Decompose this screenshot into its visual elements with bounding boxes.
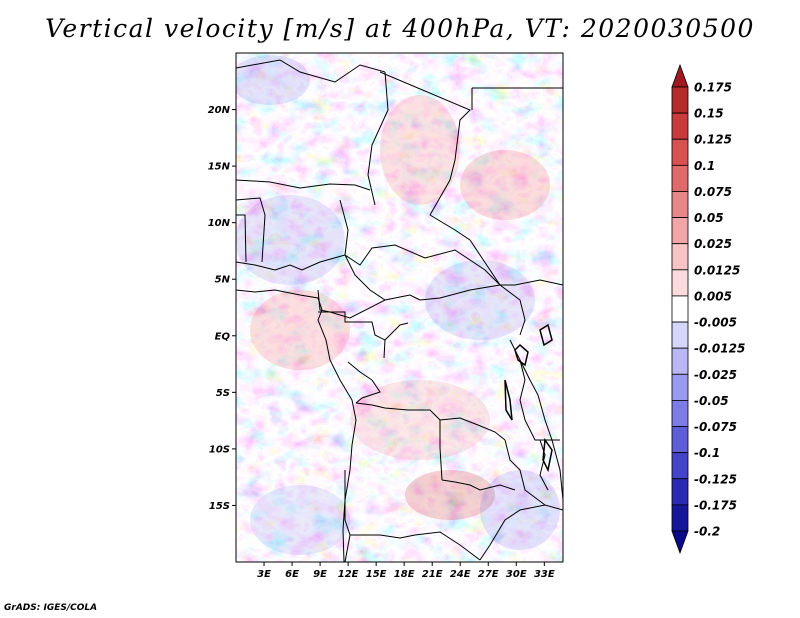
colorbar-swatch (671, 112, 689, 140)
colorbar-level-label: -0.05 (694, 394, 729, 408)
colorbar-swatch (671, 400, 689, 427)
colorbar-swatch (671, 191, 689, 218)
lat-tick-label: 10S (209, 444, 230, 455)
colorbar-level-label: 0.175 (694, 81, 732, 95)
colorbar-swatch (671, 478, 689, 506)
colorbar: 0.175 0.15 0.125 0.1 0.075 0.05 0.025 0.0125 0.0… (671, 63, 745, 555)
country-borders (236, 59, 563, 562)
colorbar-level-label: 0.005 (694, 289, 732, 303)
colorbar-swatch (671, 217, 689, 245)
lon-tick-label: 18E (394, 569, 415, 580)
colorbar-level-label: 0.125 (694, 133, 732, 147)
colorbar-bottom-arrow (671, 530, 689, 555)
colorbar-level-label: 0.05 (694, 211, 724, 225)
colorbar-swatch (671, 373, 689, 401)
lon-tick-label: 6E (285, 569, 299, 580)
lon-tick-label: 27E (478, 569, 499, 580)
colorbar-swatch (671, 347, 689, 375)
colorbar-level-label: -0.175 (694, 498, 737, 512)
colorbar-swatch (671, 164, 689, 192)
lon-tick-label: 30E (506, 569, 527, 580)
lon-tick-label: 9E (313, 569, 327, 580)
colorbar-swatch (671, 138, 689, 166)
colorbar-level-label: -0.2 (694, 525, 720, 539)
colorbar-level-label: -0.125 (694, 472, 737, 486)
coastline (236, 289, 563, 562)
lon-tick-label: 21E (422, 569, 443, 580)
colorbar-level-label: 0.1 (694, 159, 715, 173)
lat-tick-label: EQ (215, 331, 231, 342)
lat-tick-label: 5S (216, 388, 230, 399)
grads-credit: GrADS: IGES/COLA (4, 603, 98, 613)
colorbar-swatch (671, 243, 689, 271)
lakes (504, 323, 553, 473)
colorbar-level-label: -0.075 (694, 420, 737, 434)
colorbar-level-label: 0.025 (694, 237, 732, 251)
colorbar-top-arrow (671, 63, 689, 88)
lat-tick-label: 15S (209, 501, 230, 512)
longitude-axis: 3E 6E 9E 12E 15E 18E 21E 24E 27E 30E 33E (257, 562, 555, 580)
lon-tick-label: 24E (450, 569, 471, 580)
colorbar-swatch (671, 452, 689, 480)
colorbar-level-label: 0.15 (694, 107, 724, 121)
lat-tick-label: 5N (215, 275, 231, 286)
colorbar-level-label: -0.005 (694, 316, 737, 330)
lon-tick-label: 3E (257, 569, 271, 580)
colorbar-swatch (671, 426, 689, 454)
lat-tick-label: 10N (208, 218, 231, 229)
colorbar-level-label: -0.1 (694, 446, 720, 460)
chart-title: Vertical velocity [m/s] at 400hPa, VT: 2… (45, 14, 755, 43)
colorbar-swatch (671, 321, 689, 349)
colorbar-level-label: 0.075 (694, 185, 732, 199)
lon-tick-label: 15E (366, 569, 387, 580)
colorbar-swatch (671, 295, 689, 323)
colorbar-swatch (671, 86, 689, 114)
colorbar-swatch (671, 504, 689, 532)
colorbar-level-label: 0.0125 (694, 263, 740, 277)
velocity-field (236, 53, 563, 562)
lat-tick-label: 20N (208, 105, 231, 116)
latitude-axis: 20N 15N 10N 5N EQ 5S 10S 15S (208, 105, 236, 512)
lon-tick-label: 33E (534, 569, 555, 580)
colorbar-level-label: -0.025 (694, 368, 737, 382)
plot-frame (235, 52, 564, 563)
lon-tick-label: 12E (338, 569, 359, 580)
colorbar-swatch (671, 269, 689, 297)
lat-tick-label: 15N (208, 162, 231, 173)
colorbar-level-label: -0.0125 (694, 342, 745, 356)
